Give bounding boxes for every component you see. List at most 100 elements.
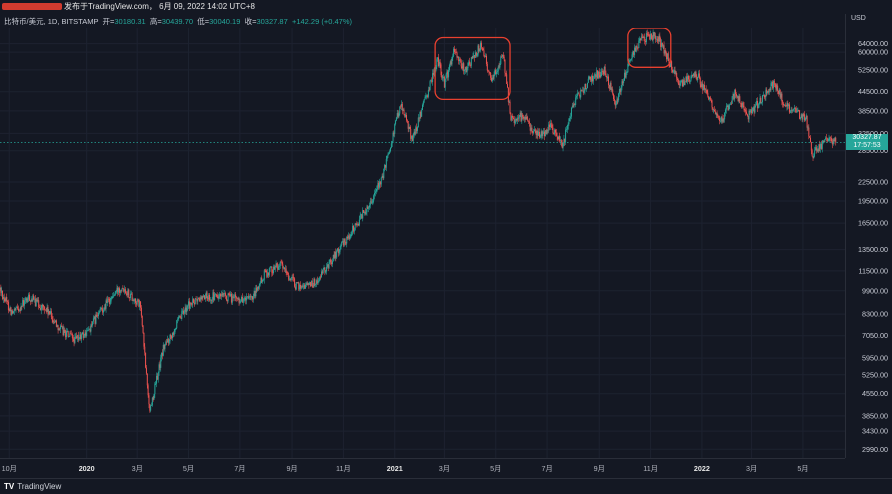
candle-up <box>793 108 795 112</box>
candle-body <box>630 58 632 61</box>
price-tick-label: 19500.00 <box>858 196 888 205</box>
candle-up <box>650 30 652 41</box>
candle-body <box>125 293 127 295</box>
candle-body <box>279 261 281 266</box>
candle-body <box>690 76 692 81</box>
candle-body <box>421 109 423 117</box>
candle-body <box>478 45 480 52</box>
candle-up <box>681 79 683 83</box>
candle-up <box>761 101 763 105</box>
candle-up <box>18 308 20 312</box>
candle-body <box>516 118 518 121</box>
candle-body <box>204 296 206 300</box>
candle-down <box>614 100 616 110</box>
tradingview-logo[interactable]: TV TradingView <box>4 481 61 492</box>
candle-up <box>422 100 424 107</box>
candle-down <box>549 120 551 131</box>
candle-body <box>395 117 397 121</box>
candle-down <box>102 305 104 315</box>
candle-body <box>775 84 777 90</box>
candle-up <box>715 112 717 118</box>
candle-body <box>22 300 24 307</box>
time-tick-label: 2022 <box>694 464 710 473</box>
candle-body <box>312 285 314 287</box>
candle-body <box>705 88 707 91</box>
candle-up <box>639 36 641 44</box>
candle-body <box>332 254 334 262</box>
candle-down <box>122 285 124 290</box>
close-value: 30327.87 <box>256 17 288 26</box>
candle-body <box>787 103 789 107</box>
candle-down <box>106 296 108 304</box>
candle-up <box>65 327 67 340</box>
candle-down <box>28 292 30 302</box>
candle-down <box>60 322 62 328</box>
candle-body <box>437 57 439 60</box>
candle-body <box>328 262 330 268</box>
candle-up <box>220 290 222 300</box>
candle-up <box>100 306 102 311</box>
candle-up <box>631 52 633 62</box>
candle-down <box>798 109 800 112</box>
candle-down <box>831 138 833 149</box>
candle-body <box>462 63 464 69</box>
candle-body <box>121 288 123 291</box>
candle-down <box>481 47 483 52</box>
candle-body <box>507 83 509 88</box>
candle-up <box>75 332 77 339</box>
candlestick-chart[interactable] <box>0 28 845 458</box>
price-axis[interactable]: 64000.0060000.0052500.0044500.0038500.00… <box>845 14 892 458</box>
candle-down <box>522 114 524 121</box>
candle-up <box>475 50 477 58</box>
candle-down <box>190 301 192 306</box>
candle-body <box>528 121 530 124</box>
candle-body <box>576 96 578 98</box>
redacted-username <box>2 3 62 10</box>
candle-body <box>755 105 757 107</box>
candle-down <box>441 71 443 81</box>
candle-body <box>558 135 560 140</box>
candle-up <box>315 278 317 288</box>
candle-up <box>685 75 687 83</box>
candle-up <box>618 92 620 103</box>
candle-body <box>511 115 513 121</box>
candle-down <box>283 267 285 272</box>
candle-down <box>131 291 133 301</box>
time-axis[interactable]: 10月 2020 3月 5月 7月 9月 11月 2021 3月 5月 7月 9月 11月 2022 3月 5… <box>0 458 845 477</box>
candle-body <box>23 300 25 306</box>
candle-down <box>245 295 247 305</box>
candle-body <box>16 306 18 308</box>
candle-down <box>342 238 344 248</box>
candle-body <box>152 397 154 400</box>
candle-body <box>592 75 594 82</box>
candle-down <box>547 126 549 134</box>
candle-up <box>533 128 535 135</box>
candle-body <box>490 72 492 78</box>
candle-body <box>135 298 137 303</box>
candle-body <box>243 299 245 301</box>
candle-body <box>190 302 192 304</box>
candle-body <box>80 334 82 340</box>
candle-body <box>403 109 405 115</box>
candle-up <box>573 100 575 109</box>
candle-up <box>433 67 435 77</box>
candle-up <box>241 295 243 303</box>
candle-body <box>198 298 200 301</box>
candle-down <box>348 233 350 241</box>
candle-up <box>629 58 631 63</box>
candle-body <box>204 295 206 300</box>
candle-up <box>422 103 423 111</box>
candle-up <box>565 125 567 133</box>
candle-body <box>183 310 185 314</box>
candle-up <box>81 332 83 343</box>
candle-body <box>517 117 519 119</box>
candle-down <box>140 300 142 311</box>
candle-body <box>73 339 75 343</box>
candle-up <box>419 111 421 122</box>
candle-up <box>496 68 498 75</box>
candle-body <box>199 297 201 301</box>
candle-body <box>130 293 132 295</box>
candle-body <box>762 95 764 103</box>
candle-up <box>464 66 466 74</box>
candle-up <box>139 299 141 311</box>
